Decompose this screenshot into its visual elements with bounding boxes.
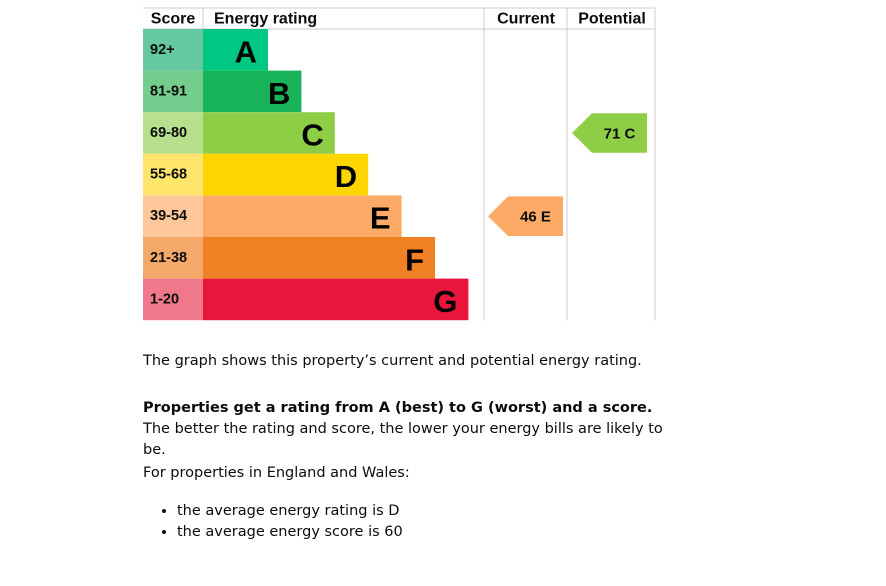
header-current: Current [497, 11, 555, 28]
rating-letter-E: E [370, 201, 391, 236]
rating-letter-G: G [433, 284, 457, 319]
average-rating: the average energy rating is D [177, 501, 663, 522]
averages-list: the average energy rating is D the avera… [143, 501, 663, 543]
score-cell-C [143, 112, 203, 154]
rating-explanation-rest: The better the rating and score, the low… [143, 421, 663, 458]
score-cell-B [143, 70, 203, 113]
rating-letter-F: F [405, 242, 424, 277]
score-range-A: 92+ [150, 42, 175, 58]
score-cell-A [143, 29, 203, 71]
rating-bar-D [203, 153, 369, 196]
header-energy-rating: Energy rating [214, 11, 317, 28]
rating-explanation: Properties get a rating from A (best) to… [143, 398, 663, 461]
score-cell-G [143, 278, 203, 321]
rating-bar-E [203, 195, 402, 237]
rating-letter-B: B [268, 76, 290, 111]
score-range-G: 1-20 [150, 291, 179, 307]
score-cell-E [143, 195, 203, 237]
rating-bar-B [203, 70, 302, 113]
potential-rating-arrow [572, 113, 647, 153]
current-rating-label: 46 E [520, 209, 551, 226]
rating-bar-A [203, 29, 268, 71]
rating-letter-D: D [335, 159, 357, 194]
score-range-D: 55-68 [150, 167, 187, 183]
header-potential: Potential [578, 11, 646, 28]
potential-rating-label: 71 C [604, 126, 636, 143]
average-score: the average energy score is 60 [177, 522, 663, 543]
rating-bar-F [203, 237, 435, 279]
rating-letter-C: C [301, 118, 323, 153]
header-score: Score [151, 11, 196, 28]
current-rating-arrow [488, 196, 563, 236]
score-range-E: 39-54 [150, 208, 187, 224]
rating-explanation-bold: Properties get a rating from A (best) to… [143, 400, 653, 416]
rating-bar-C [203, 112, 335, 154]
rating-letter-A: A [235, 34, 257, 69]
score-range-F: 21-38 [150, 250, 187, 266]
score-cell-D [143, 153, 203, 196]
region-note: For properties in England and Wales: [143, 465, 410, 481]
energy-rating-chart: Score Energy rating Current Potential 92+ A 81… [143, 7, 656, 321]
score-cell-F [143, 237, 203, 279]
score-range-B: 81-91 [150, 83, 187, 99]
rating-bar-G [203, 278, 469, 321]
description: The graph shows this property’s current … [143, 353, 642, 369]
score-range-C: 69-80 [150, 125, 187, 141]
